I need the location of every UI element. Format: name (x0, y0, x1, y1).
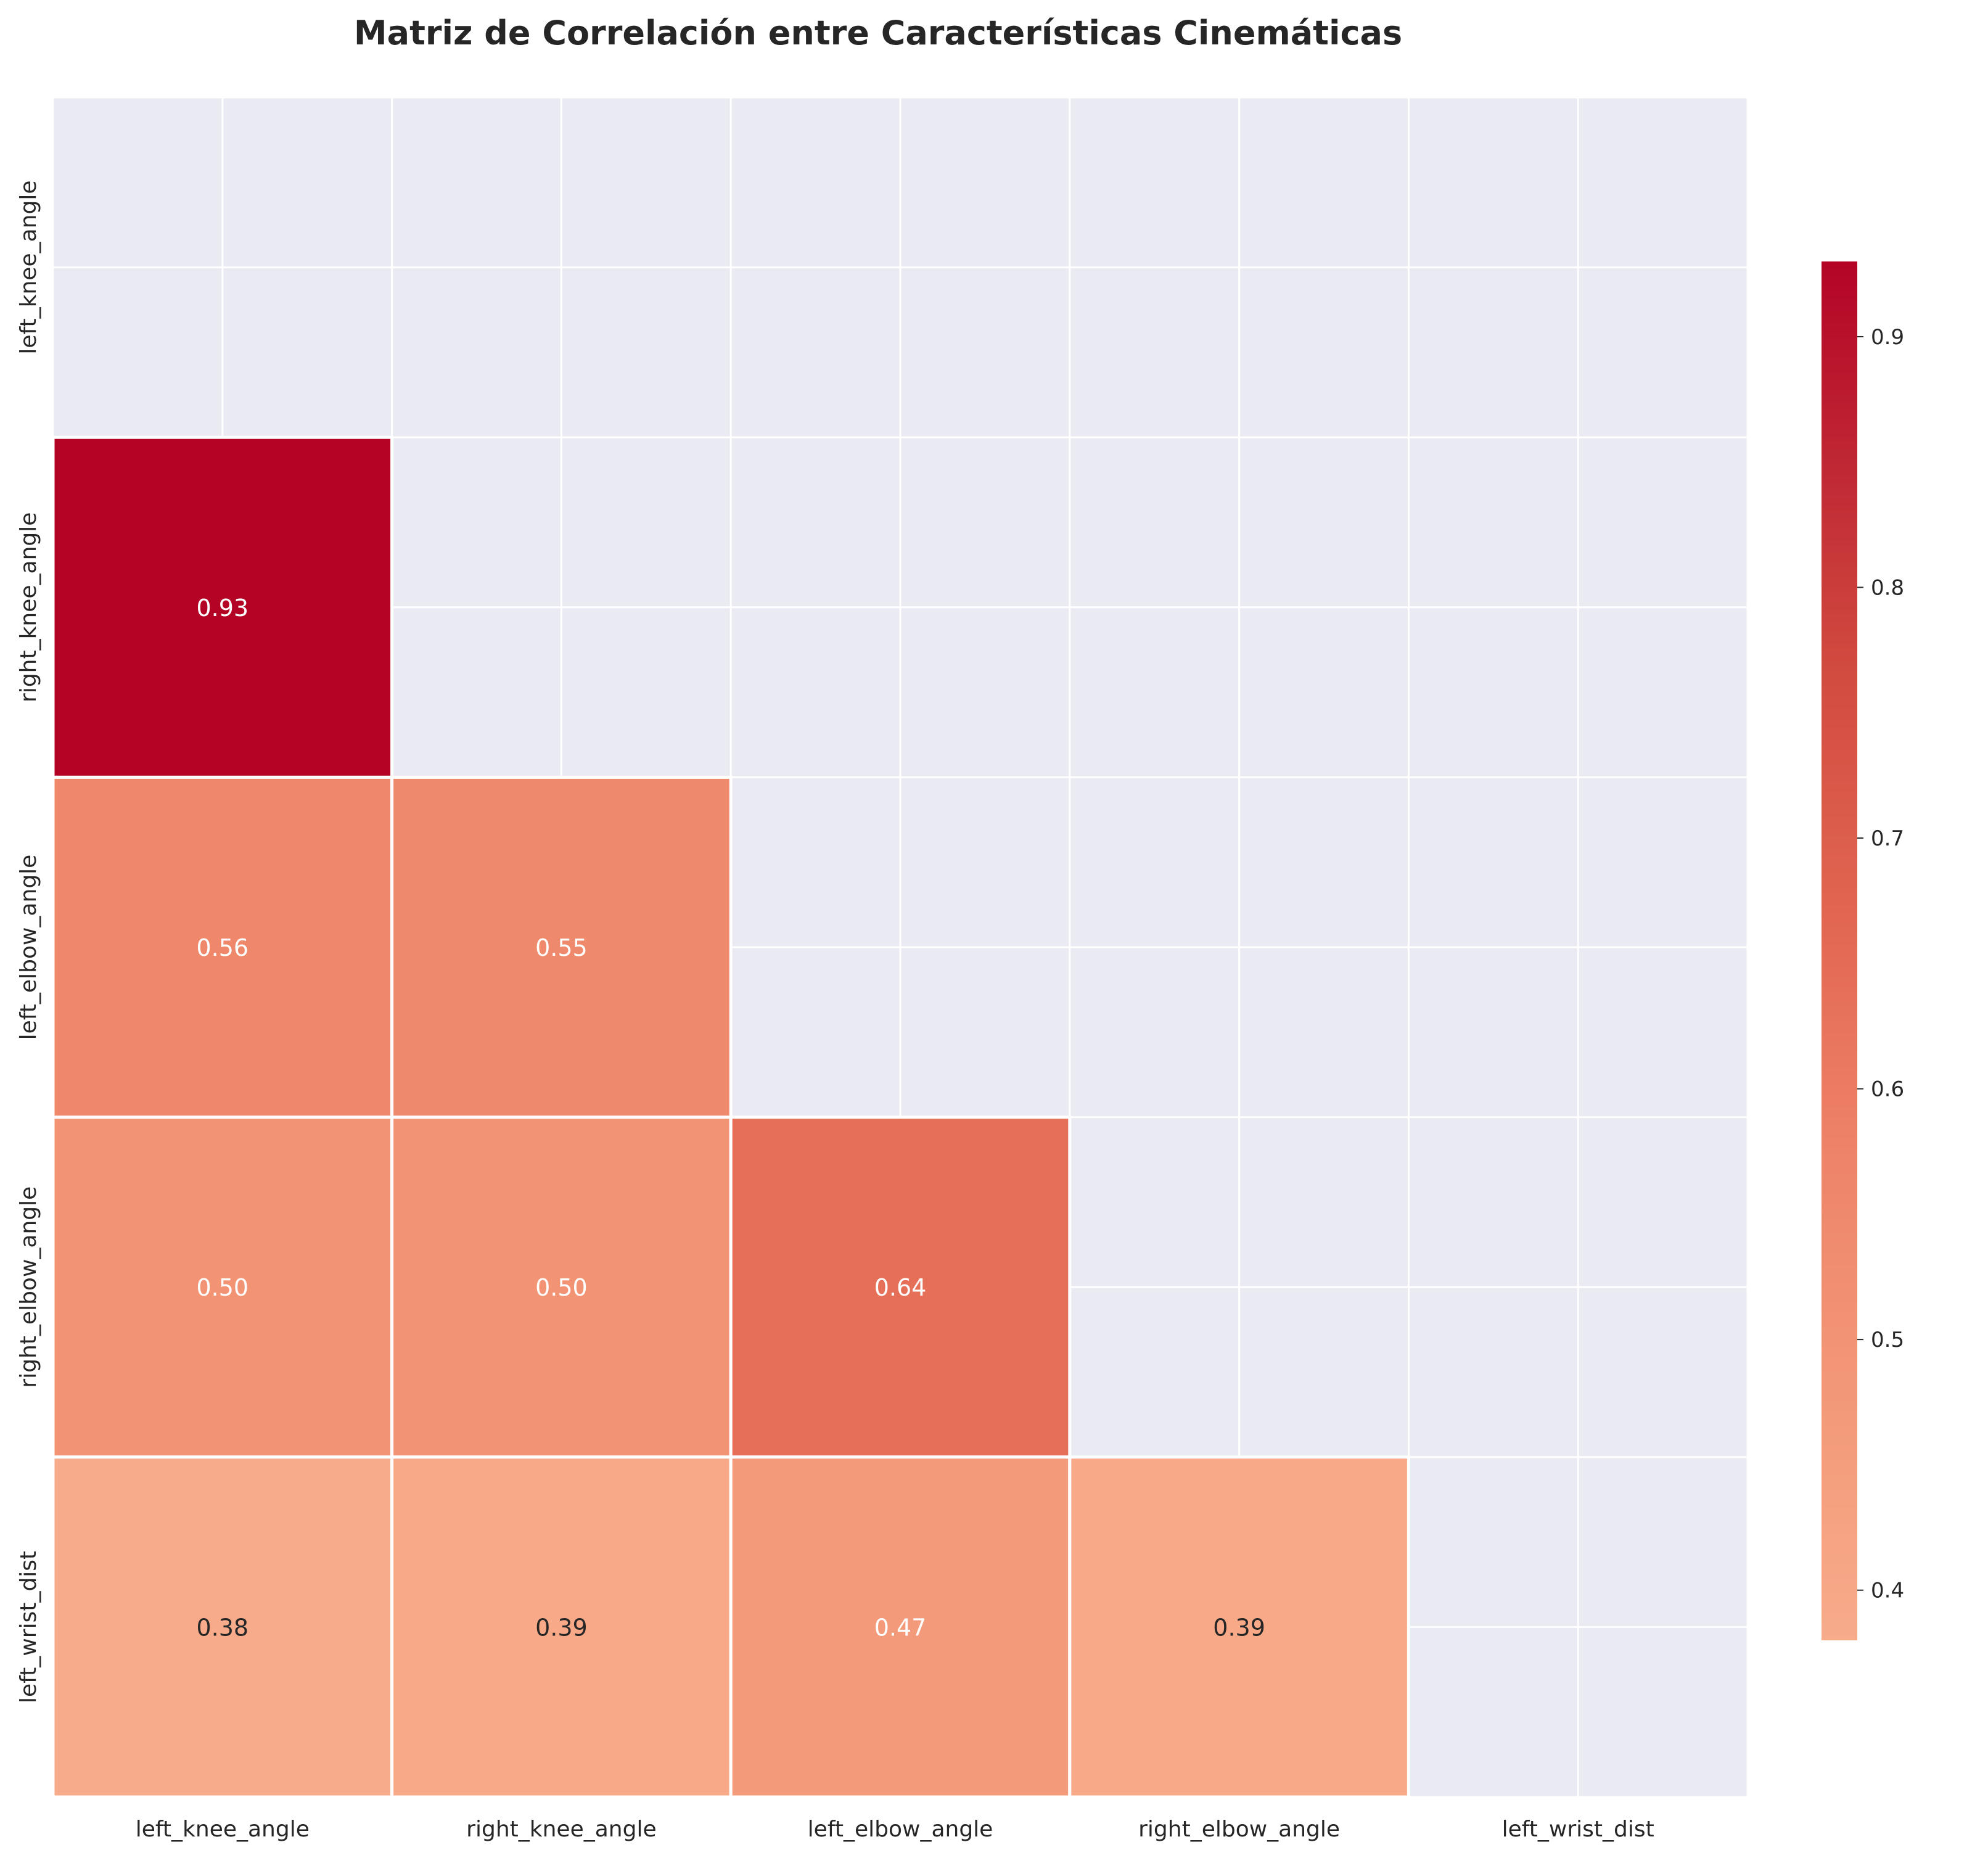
heatmap-cell-left_wrist_dist-left_elbow_angle (729, 1455, 1072, 1799)
y-tick-label-right_knee_angle: right_knee_angle (16, 512, 41, 702)
colorbar-tick-label: 0.4 (1871, 1579, 1904, 1603)
colorbar-tick-label: 0.6 (1871, 1077, 1904, 1102)
plot-area: 0.93 0.56 0.55 0.50 0.50 0.64 0.38 0.39 0.47 0.39 (51, 96, 1749, 1799)
heatmap-cell-right_elbow_angle-left_elbow_angle (729, 1116, 1072, 1459)
x-axis-tick-labels: left_knee_angle right_knee_angle left_elbo… (136, 1817, 1654, 1842)
x-tick-label-left_elbow_angle: left_elbow_angle (808, 1817, 993, 1842)
colorbar-tick-label: 0.8 (1871, 576, 1904, 601)
cell-value-label: 0.56 (196, 934, 248, 961)
cell-value-label: 0.64 (874, 1274, 927, 1301)
heatmap-cell-left_wrist_dist-right_elbow_angle (1068, 1455, 1410, 1799)
heatmap-cell-right_elbow_angle-right_knee_angle (390, 1116, 733, 1459)
cell-value-label: 0.38 (196, 1614, 248, 1641)
cell-value-label: 0.39 (1213, 1614, 1265, 1641)
cell-value-label: 0.39 (535, 1614, 588, 1641)
colorbar-gradient (1822, 261, 1857, 1640)
heatmap-cell-right_knee_angle-left_knee_angle (51, 435, 394, 779)
heatmap-cell-left_wrist_dist-left_knee_angle (51, 1455, 394, 1799)
x-tick-label-right_elbow_angle: right_elbow_angle (1138, 1817, 1340, 1842)
y-tick-label-right_elbow_angle: right_elbow_angle (16, 1186, 41, 1388)
x-tick-label-right_knee_angle: right_knee_angle (466, 1817, 656, 1842)
y-tick-label-left_knee_angle: left_knee_angle (16, 181, 41, 355)
colorbar-tick-label: 0.5 (1871, 1328, 1904, 1352)
colorbar: 0.4 0.5 0.6 0.7 0.8 0.9 (1822, 261, 1904, 1640)
chart-title: Matriz de Correlación entre Característi… (354, 14, 1402, 52)
y-axis-tick-labels: left_knee_angle right_knee_angle left_elbo… (16, 181, 41, 1703)
colorbar-tick-label: 0.9 (1871, 325, 1904, 350)
heatmap-cell-right_elbow_angle-left_knee_angle (51, 1116, 394, 1459)
cell-value-label: 0.47 (874, 1614, 927, 1641)
x-tick-label-left_knee_angle: left_knee_angle (136, 1817, 310, 1842)
heatmap-cell-left_elbow_angle-left_knee_angle (51, 775, 394, 1119)
y-tick-label-left_elbow_angle: left_elbow_angle (16, 855, 41, 1040)
y-tick-label-left_wrist_dist: left_wrist_dist (16, 1551, 41, 1703)
heatmap-cell-left_wrist_dist-right_knee_angle (390, 1455, 733, 1799)
cell-value-label: 0.55 (535, 934, 588, 961)
cell-value-label: 0.93 (196, 594, 248, 622)
x-tick-label-left_wrist_dist: left_wrist_dist (1502, 1817, 1654, 1842)
colorbar-tick-label: 0.7 (1871, 826, 1904, 851)
cell-value-label: 0.50 (535, 1274, 588, 1301)
cell-value-label: 0.50 (196, 1274, 248, 1301)
